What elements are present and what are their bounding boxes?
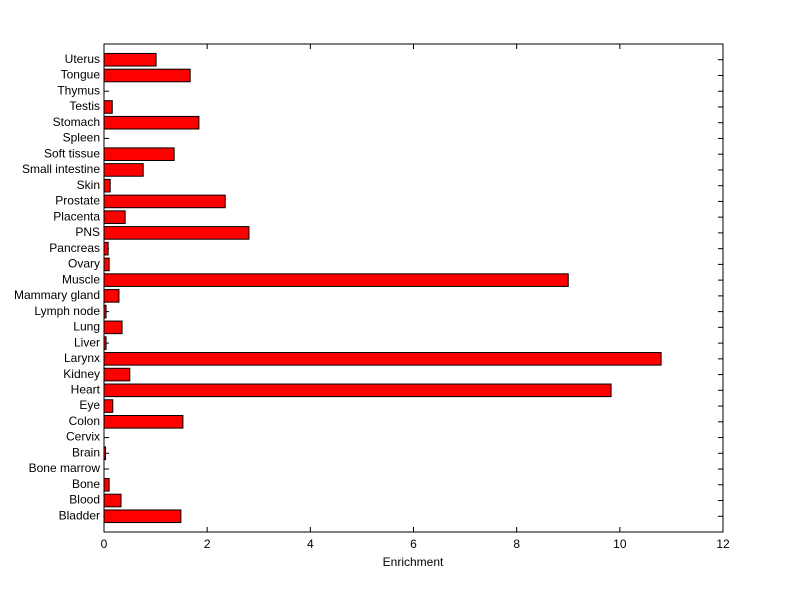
bar (103, 52, 157, 67)
bar (103, 493, 122, 508)
x-tick-label: 6 (410, 537, 417, 551)
y-tick-label: Liver (74, 335, 100, 349)
bar (103, 415, 184, 429)
y-tick-label: Tongue (61, 68, 101, 82)
bar (103, 367, 131, 382)
y-tick-label: Spleen (63, 131, 100, 145)
x-tick-label: 8 (513, 537, 520, 551)
y-tick-label: Soft tissue (44, 146, 100, 160)
y-tick-label: Kidney (63, 367, 100, 381)
y-tick-label: Colon (69, 414, 100, 428)
y-tick-label: Bone marrow (29, 461, 101, 475)
bar (103, 257, 110, 272)
x-tick-label: 10 (613, 537, 627, 551)
bar (103, 352, 662, 366)
bar (103, 178, 111, 193)
bar (103, 336, 107, 350)
x-tick-label: 0 (101, 537, 108, 551)
bar (103, 115, 200, 130)
y-tick-label: Heart (71, 382, 101, 396)
bar (103, 289, 120, 303)
y-tick-label: Muscle (62, 272, 100, 286)
y-tick-label: Brain (72, 445, 100, 459)
bar (103, 163, 144, 177)
y-tick-label: Skin (77, 178, 100, 192)
y-tick-label: Pancreas (49, 241, 100, 255)
y-tick-label: Bladder (59, 508, 100, 522)
y-tick-label: Blood (69, 493, 100, 507)
y-tick-label: Bone (72, 477, 100, 491)
bar (103, 477, 110, 492)
bar (103, 147, 175, 161)
y-tick-label: PNS (75, 225, 100, 239)
y-tick-label: Prostate (55, 194, 100, 208)
y-tick-label: Uterus (65, 52, 100, 66)
bar (103, 68, 191, 83)
bar (103, 194, 226, 209)
bar (103, 320, 123, 335)
bar (103, 446, 107, 461)
y-tick-label: Thymus (57, 83, 100, 97)
bar (103, 383, 612, 398)
y-tick-label: Placenta (53, 209, 100, 223)
x-tick-label: 4 (307, 537, 314, 551)
bar (103, 304, 107, 319)
bar (103, 210, 126, 224)
y-tick-label: Lymph node (34, 304, 100, 318)
y-tick-label: Ovary (68, 257, 100, 271)
y-tick-label: Cervix (66, 430, 100, 444)
y-tick-label: Mammary gland (14, 288, 100, 302)
y-tick-label: Eye (79, 398, 100, 412)
bar (103, 273, 569, 287)
y-tick-label: Testis (69, 99, 100, 113)
x-tick-label: 12 (716, 537, 730, 551)
y-tick-label: Lung (73, 320, 100, 334)
bar (103, 100, 113, 114)
bar (103, 241, 109, 256)
bar (103, 399, 114, 413)
x-tick-label: 2 (204, 537, 211, 551)
y-tick-label: Small intestine (22, 162, 100, 176)
bar (103, 226, 250, 240)
y-tick-label: Stomach (53, 115, 100, 129)
x-axis-label: Enrichment (383, 555, 444, 569)
y-tick-label: Larynx (64, 351, 100, 365)
bar (103, 509, 182, 524)
